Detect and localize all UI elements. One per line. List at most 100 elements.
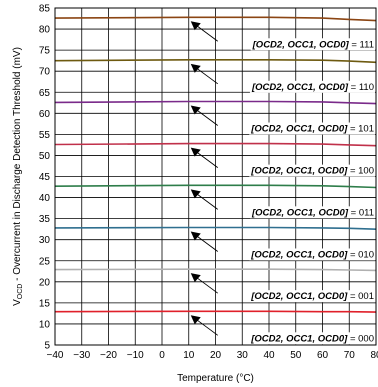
annotation-value: = 011 <box>348 207 374 218</box>
annotation-arrow-head <box>190 63 201 73</box>
x-tick-label: 50 <box>290 350 302 361</box>
x-tick-label: 20 <box>210 350 222 361</box>
series-line-101 <box>54 100 377 105</box>
series-line-001 <box>54 268 377 272</box>
annotation-010: [OCD2, OCC1, OCD0] = 010 <box>190 231 375 261</box>
y-axis-label: VOCD - Overcurrent in Discharge Detectio… <box>12 47 24 306</box>
annotation-101: [OCD2, OCC1, OCD0] = 101 <box>190 105 375 135</box>
y-tick-label: 20 <box>39 277 51 288</box>
annotation-label: [OCD2, OCC1, OCD0] = 101 <box>250 124 374 135</box>
annotation-value: = 010 <box>347 249 374 260</box>
annotation-label-bg <box>249 248 375 261</box>
annotation-label-bg <box>249 332 375 345</box>
x-tick-label: 40 <box>263 350 275 361</box>
annotation-arrow-head <box>190 105 201 115</box>
annotation-label-bg <box>249 122 375 135</box>
series-line-100 <box>54 142 377 147</box>
y-axis-label-main: V <box>12 299 23 306</box>
series-line-111 <box>54 16 377 22</box>
annotation-arrow-head <box>190 189 201 199</box>
annotation-label-bg <box>250 38 375 51</box>
annotation-value: = 000 <box>347 333 374 344</box>
annotation-arrow-shaft <box>194 191 219 210</box>
annotation-value: = 111 <box>349 39 374 50</box>
y-tick-label: 60 <box>39 109 51 120</box>
annotation-value: = 001 <box>347 291 374 302</box>
annotation-arrow-shaft <box>194 275 219 294</box>
series-lines <box>54 16 377 313</box>
x-tick-label: 0 <box>159 350 165 361</box>
annotation-code: [OCD2, OCC1, OCD0] <box>251 82 349 93</box>
annotation-code: [OCD2, OCC1, OCD0] <box>250 249 348 260</box>
annotation-label: [OCD2, OCC1, OCD0] = 001 <box>250 291 374 302</box>
x-tick-label: 70 <box>344 350 356 361</box>
y-tick-label: 55 <box>39 130 51 141</box>
annotation-label: [OCD2, OCC1, OCD0] = 111 <box>252 39 374 50</box>
annotation-arrow-head <box>190 147 201 157</box>
annotation-label-bg <box>249 80 375 93</box>
x-tick-labels: −40 −30 −20 −10 0 10 20 30 40 50 60 70 80 <box>47 350 378 361</box>
y-tick-label: 10 <box>39 319 51 330</box>
y-tick-label: 75 <box>39 46 51 57</box>
y-tick-label: 25 <box>39 256 51 267</box>
annotation-label-bg <box>249 206 375 219</box>
annotation-000: [OCD2, OCC1, OCD0] = 000 <box>190 315 375 345</box>
annotation-code: [OCD2, OCC1, OCD0] <box>250 291 348 302</box>
annotation-label: [OCD2, OCC1, OCD0] = 100 <box>250 166 374 177</box>
annotation-arrow-shaft <box>194 150 219 169</box>
plot-frame <box>54 7 377 346</box>
x-tick-label: 80 <box>370 350 378 361</box>
series-line-000 <box>54 310 377 313</box>
annotation-arrow-head <box>190 315 201 325</box>
y-tick-label: 5 <box>44 341 50 352</box>
annotation-code: [OCD2, OCC1, OCD0] <box>250 166 348 177</box>
annotation-code: [OCD2, OCC1, OCD0] <box>252 39 350 50</box>
series-line-011 <box>54 184 377 189</box>
annotation-arrow-head <box>190 231 201 241</box>
y-tick-label: 40 <box>39 193 51 204</box>
annotation-001: [OCD2, OCC1, OCD0] = 001 <box>190 273 375 303</box>
annotation-value: = 110 <box>348 82 374 93</box>
y-tick-label: 30 <box>39 235 51 246</box>
x-tick-label: −10 <box>127 350 144 361</box>
annotation-100: [OCD2, OCC1, OCD0] = 100 <box>190 147 375 177</box>
y-tick-label: 85 <box>39 4 51 15</box>
x-tick-label: 30 <box>237 350 249 361</box>
y-tick-label: 15 <box>39 298 51 309</box>
annotation-label: [OCD2, OCC1, OCD0] = 010 <box>250 249 374 260</box>
annotation-value: = 101 <box>347 124 374 135</box>
y-tick-label: 35 <box>39 214 51 225</box>
annotations: [OCD2, OCC1, OCD0] = 111[OCD2, OCC1, OCD… <box>190 21 375 345</box>
annotation-label-bg <box>249 164 375 177</box>
y-tick-label: 65 <box>39 88 51 99</box>
annotation-value: = 100 <box>347 166 374 177</box>
y-tick-label: 50 <box>39 151 51 162</box>
annotation-110: [OCD2, OCC1, OCD0] = 110 <box>190 63 375 93</box>
annotation-arrow-shaft <box>194 234 219 252</box>
annotation-label: [OCD2, OCC1, OCD0] = 110 <box>251 82 374 93</box>
y-tick-label: 70 <box>39 67 51 78</box>
annotation-arrow-shaft <box>194 317 219 336</box>
x-tick-label: −20 <box>100 350 117 361</box>
x-tick-label: −40 <box>47 350 64 361</box>
y-tick-label: 45 <box>39 172 51 183</box>
series-line-110 <box>54 58 377 64</box>
x-tick-label: −30 <box>73 350 90 361</box>
annotation-arrow-shaft <box>194 108 219 126</box>
annotation-arrow-shaft <box>194 23 219 42</box>
annotation-code: [OCD2, OCC1, OCD0] <box>251 207 349 218</box>
annotation-code: [OCD2, OCC1, OCD0] <box>250 333 348 344</box>
annotation-label-bg <box>249 290 375 303</box>
y-axis-label-rest: - Overcurrent in Discharge Detection Thr… <box>12 47 23 284</box>
x-tick-label: 10 <box>183 350 195 361</box>
series-line-010 <box>54 226 377 230</box>
annotation-arrow-head <box>190 273 201 283</box>
annotation-111: [OCD2, OCC1, OCD0] = 111 <box>190 21 375 51</box>
annotation-label: [OCD2, OCC1, OCD0] = 000 <box>250 333 374 344</box>
annotation-011: [OCD2, OCC1, OCD0] = 011 <box>190 189 375 219</box>
x-tick-label: 60 <box>317 350 329 361</box>
y-axis-label-subscript: OCD <box>17 284 24 300</box>
annotation-code: [OCD2, OCC1, OCD0] <box>250 124 348 135</box>
annotation-label: [OCD2, OCC1, OCD0] = 011 <box>251 207 374 218</box>
